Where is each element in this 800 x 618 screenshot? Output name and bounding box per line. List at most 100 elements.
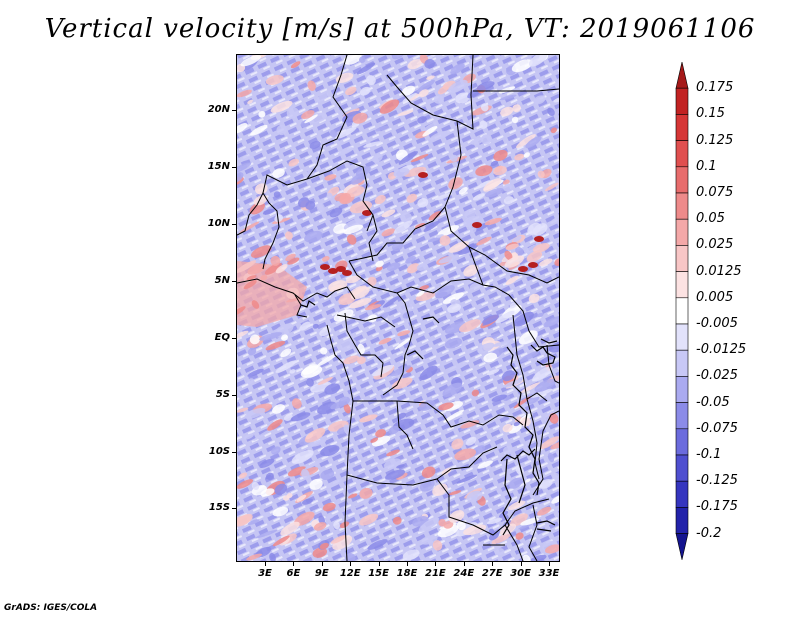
field-patch	[274, 483, 288, 495]
field-patch	[396, 412, 407, 420]
field-patch	[318, 515, 326, 525]
field-patch	[549, 341, 559, 353]
field-patch	[290, 412, 311, 422]
field-patch	[492, 340, 511, 347]
field-patch	[491, 394, 507, 402]
field-patch	[258, 110, 266, 118]
field-patch	[363, 141, 381, 148]
field-patch	[393, 220, 413, 234]
field-patch	[505, 275, 519, 285]
lon-label-6e: 6E	[286, 568, 301, 579]
field-patch	[247, 368, 264, 377]
field-patch	[349, 297, 372, 309]
lat-label-5s: 5S	[215, 389, 230, 400]
field-patch	[512, 104, 521, 113]
colorbar-segment	[675, 271, 689, 299]
field-patch	[392, 55, 404, 60]
field-patch	[312, 323, 319, 329]
field-patch	[359, 414, 378, 423]
field-patch	[345, 86, 357, 96]
field-patch	[443, 520, 454, 529]
map-title: Vertical velocity [m/s] at 500hPa, VT: 2…	[44, 14, 756, 44]
field-patch	[534, 378, 557, 393]
field-patch	[475, 165, 493, 177]
lat-label-10s: 10S	[208, 446, 230, 457]
field-patch	[355, 166, 371, 177]
field-patch	[502, 423, 513, 433]
lat-label-5n: 5N	[214, 275, 230, 286]
field-patch	[437, 524, 459, 538]
field-patch	[438, 402, 454, 411]
field-patch	[280, 348, 292, 358]
field-patch	[447, 303, 461, 313]
field-patch	[503, 196, 514, 205]
field-patch	[312, 547, 328, 558]
strong-ascent-patch	[328, 268, 338, 274]
field-patch	[265, 340, 286, 351]
colorbar-segment	[675, 323, 689, 351]
field-patch	[371, 153, 383, 163]
field-patch	[419, 285, 430, 291]
field-patch	[250, 245, 272, 258]
field-patch	[240, 55, 262, 67]
field-patch	[364, 304, 382, 311]
field-patch	[540, 436, 559, 449]
field-patch	[459, 319, 481, 333]
field-patch	[490, 160, 499, 167]
field-patch	[262, 208, 275, 215]
field-patch	[267, 419, 283, 431]
strong-ascent-patch	[418, 172, 428, 178]
field-patch	[418, 517, 440, 532]
field-patch	[518, 330, 538, 345]
lat-label-20n: 20N	[207, 104, 230, 115]
lon-tick	[407, 562, 408, 566]
field-patch	[410, 154, 429, 163]
field-patch	[433, 95, 445, 104]
field-patch	[381, 209, 396, 218]
colorbar-label: 0.05	[696, 211, 725, 227]
lon-tick	[293, 562, 295, 566]
field-patch	[493, 149, 508, 162]
field-patch	[417, 116, 427, 124]
field-patch	[343, 424, 351, 435]
field-patch	[372, 364, 394, 377]
field-patch	[537, 506, 552, 516]
colorbar-segment	[675, 192, 689, 220]
field-patch	[390, 365, 412, 377]
field-patch	[304, 230, 323, 243]
colorbar-segment	[675, 402, 689, 430]
field-patch	[432, 483, 448, 496]
field-patch	[321, 256, 330, 262]
field-patch	[523, 152, 530, 158]
field-patch	[388, 425, 400, 435]
field-patch	[442, 292, 465, 304]
strong-ascent-patch	[342, 270, 352, 276]
field-patch	[392, 241, 404, 252]
field-patch	[367, 539, 388, 550]
field-patch	[491, 533, 511, 545]
field-patch	[246, 275, 257, 281]
field-patch	[463, 264, 479, 277]
field-patch	[417, 198, 429, 208]
field-patch	[272, 168, 285, 178]
lon-label-24e: 24E	[453, 568, 475, 579]
field-patch	[470, 137, 484, 145]
field-patch	[397, 330, 411, 337]
lat-tick	[232, 395, 236, 396]
field-patch	[329, 207, 343, 218]
colorbar-segment	[675, 140, 689, 168]
field-patch	[239, 221, 260, 234]
field-patch	[451, 438, 464, 450]
field-patch	[237, 330, 249, 341]
field-patch	[378, 337, 392, 345]
field-patch	[316, 202, 325, 213]
field-patch	[343, 224, 364, 235]
field-patch	[422, 122, 437, 133]
field-patch	[477, 342, 495, 354]
field-patch	[484, 217, 502, 226]
field-patch	[356, 62, 376, 75]
field-patch	[409, 93, 420, 101]
field-patch	[237, 89, 252, 98]
field-patch	[493, 165, 507, 176]
field-patch	[247, 263, 266, 275]
